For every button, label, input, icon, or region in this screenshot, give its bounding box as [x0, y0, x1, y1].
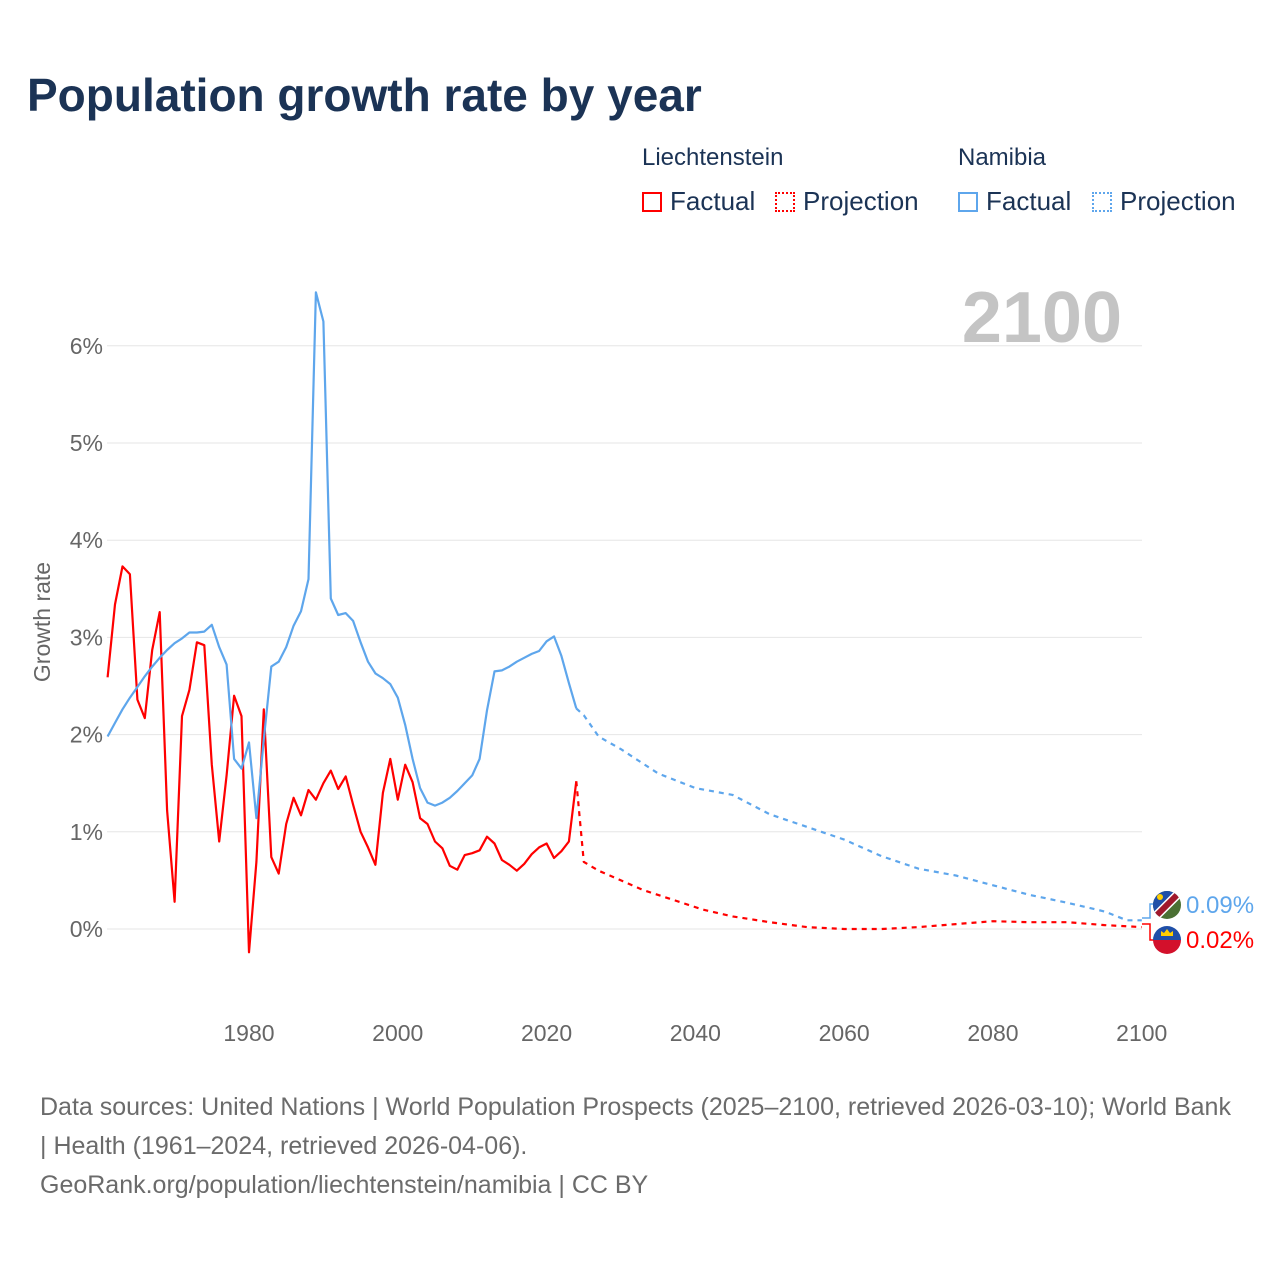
namibia-factual-line [106, 291, 578, 820]
y-tick-label: 3% [70, 624, 103, 650]
namibia-projection-line [575, 707, 1142, 922]
liechtenstein-flag-icon [1153, 926, 1181, 954]
y-tick-label: 1% [70, 819, 103, 845]
x-tick-label: 2100 [1116, 1020, 1167, 1046]
y-tick-label: 5% [70, 430, 103, 456]
plot-area: 2100 0% 1% 2% 3% 4% 5% 6% 1980 2000 2020 2040 2060… [29, 278, 1254, 1046]
legend-namibia-projection[interactable]: Projection [1092, 186, 1236, 217]
liechtenstein-projection-line [575, 781, 1142, 931]
attribution-link[interactable]: GeoRank.org/population/liechtenstein/nam… [40, 1171, 649, 1199]
legend-swatch-solid [642, 191, 662, 212]
x-tick-label: 1980 [223, 1020, 274, 1046]
legend-liechtenstein-factual[interactable]: Factual [642, 186, 755, 217]
legend-label: Factual [986, 186, 1072, 216]
legend-namibia-factual[interactable]: Factual [958, 186, 1071, 217]
legend-swatch-dotted [775, 191, 795, 212]
y-tick-label: 0% [70, 916, 103, 942]
y-tick-label: 6% [70, 333, 103, 359]
namibia-end-value: 0.09% [1186, 892, 1254, 919]
legend-swatch-dotted [1092, 191, 1112, 212]
legend-liechtenstein-heading: Liechtenstein [642, 144, 784, 171]
end-markers: 0.09% 0.02% [1142, 891, 1254, 954]
y-tick-label: 4% [70, 527, 103, 553]
legend-swatch-solid [958, 191, 978, 212]
legend-liechtenstein-projection[interactable]: Projection [775, 186, 919, 217]
year-watermark: 2100 [962, 278, 1122, 358]
source-note: Data sources: United Nations | World Pop… [40, 1088, 1240, 1205]
legend-label: Projection [1120, 186, 1236, 216]
y-axis-label: Growth rate [29, 562, 55, 682]
legend-namibia-heading: Namibia [958, 144, 1047, 171]
data-sources-text: Data sources: United Nations | World Pop… [40, 1093, 1231, 1160]
liechtenstein-end-value: 0.02% [1186, 927, 1254, 954]
x-tick-label: 2040 [670, 1020, 721, 1046]
y-tick-label: 2% [70, 722, 103, 748]
x-tick-label: 2000 [372, 1020, 423, 1046]
namibia-leader-line [1142, 903, 1156, 919]
x-tick-label: 2080 [967, 1020, 1018, 1046]
namibia-flag-icon [1153, 891, 1181, 919]
legend-label: Projection [803, 186, 919, 216]
chart-title: Population growth rate by year [27, 69, 702, 121]
liechtenstein-factual-line [106, 565, 578, 954]
legend-label: Factual [670, 186, 756, 216]
x-tick-label: 2060 [819, 1020, 870, 1046]
x-tick-label: 2020 [521, 1020, 572, 1046]
